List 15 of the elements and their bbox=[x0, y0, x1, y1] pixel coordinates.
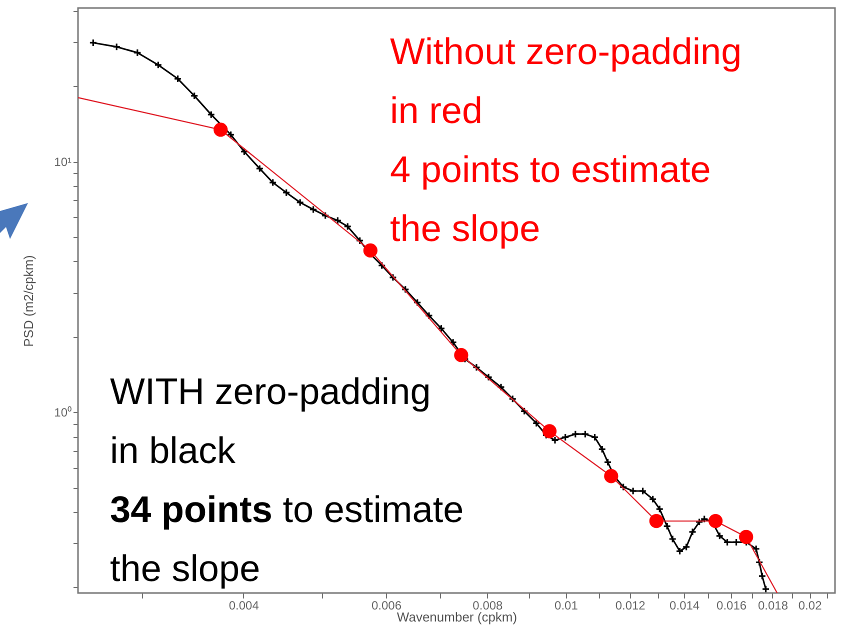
y-tick-label: 10⁰ bbox=[54, 406, 72, 420]
x-tick-label: 0.004 bbox=[228, 598, 260, 612]
y-tick-label: 10¹ bbox=[54, 155, 72, 170]
x-axis-title: Wavenumber (cpkm) bbox=[396, 610, 518, 624]
x-tick-label: 0.02 bbox=[798, 598, 822, 612]
x-tick-label: 0.012 bbox=[615, 598, 646, 612]
x-tick-label: 0.01 bbox=[554, 598, 578, 612]
y-axis-title: PSD (m2/cpkm) bbox=[21, 255, 36, 347]
x-tick-label: 0.008 bbox=[472, 598, 504, 612]
x-tick-label: 0.006 bbox=[371, 598, 402, 612]
x-tick-label: 0.016 bbox=[716, 598, 747, 612]
x-tick-label: 0.014 bbox=[670, 598, 700, 612]
annotation: Without zero-padding in red 4 points to estimate the slope bbox=[390, 30, 742, 251]
x-tick-label: 0.018 bbox=[758, 598, 788, 612]
annotation: 34 points bbox=[110, 489, 272, 530]
